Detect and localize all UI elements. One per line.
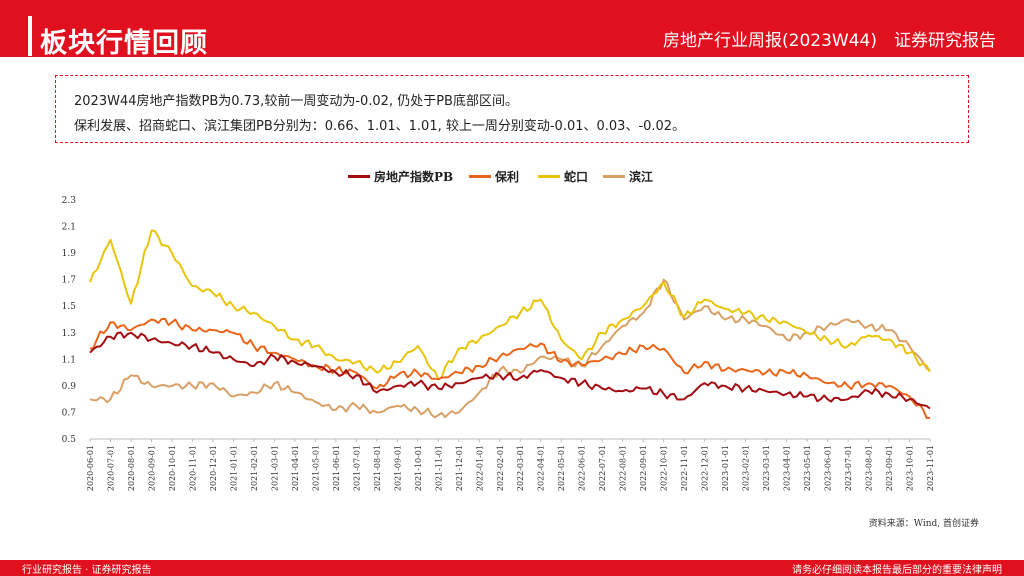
x-tick-label: 2023-06-01	[824, 445, 833, 491]
x-tick-label: 2022-07-01	[598, 445, 607, 491]
legend-item-poly: 保利	[469, 166, 519, 186]
y-tick-label: 1.1	[62, 355, 76, 365]
report-title: 房地产行业周报(2023W44) 证券研究报告	[663, 31, 996, 51]
legend-item-binjiang: 滨江	[603, 166, 653, 186]
x-tick-label: 2022-12-01	[701, 445, 710, 491]
x-tick-label: 2021-09-01	[393, 445, 402, 491]
series-line-index	[89, 331, 931, 410]
footer-left-text: 行业研究报告 · 证券研究报告	[22, 565, 152, 576]
summary-line-2: 保利发展、招商蛇口、滨江集团PB分别为：0.66、1.01、1.01, 较上一周…	[74, 119, 686, 134]
footer-bar: 行业研究报告 · 证券研究报告 请务必仔细阅读本报告最后部分的重要法律声明	[0, 560, 1024, 576]
x-tick-label: 2022-05-01	[557, 445, 566, 491]
source-note: 资料来源：Wind, 首创证券	[868, 519, 979, 529]
x-tick-label: 2023-01-01	[721, 445, 730, 491]
x-tick-label: 2020-12-01	[209, 445, 218, 491]
y-tick-label: 0.7	[62, 408, 77, 418]
x-tick-label: 2023-10-01	[906, 445, 915, 491]
legend-swatch-shekou	[538, 174, 560, 178]
x-tick-label: 2023-11-01	[926, 445, 935, 491]
x-tick-label: 2022-03-01	[516, 445, 525, 491]
x-tick-label: 2021-08-01	[373, 445, 382, 491]
legend-label-poly: 保利	[495, 169, 520, 184]
x-tick-label: 2020-07-01	[106, 445, 115, 491]
x-tick-label: 2021-02-01	[250, 445, 259, 491]
x-tick-label: 2023-07-01	[844, 445, 853, 491]
x-tick-label: 2020-09-01	[147, 445, 156, 491]
x-tick-label: 2023-03-01	[762, 445, 771, 491]
y-tick-label: 1.5	[62, 302, 77, 312]
x-tick-label: 2022-11-01	[680, 445, 689, 491]
x-tick-label: 2023-02-01	[742, 445, 751, 491]
x-tick-label: 2021-04-01	[291, 445, 300, 491]
x-tick-label: 2023-04-01	[783, 445, 792, 491]
x-tick-label: 2022-08-01	[619, 445, 628, 491]
y-tick-label: 0.9	[62, 382, 77, 392]
section-title: 板块行情回顾	[40, 28, 208, 59]
x-tick-label: 2022-10-01	[660, 445, 669, 491]
x-tick-label: 2023-09-01	[885, 445, 894, 491]
legend-label-binjiang: 滨江	[629, 169, 654, 184]
legend-swatch-index	[348, 174, 370, 178]
series-line-shekou	[89, 229, 931, 381]
legend-label-shekou: 蛇口	[564, 169, 589, 184]
x-tick-label: 2021-10-01	[414, 445, 423, 491]
y-tick-label: 2.1	[62, 223, 76, 233]
x-tick-label: 2021-12-01	[455, 445, 464, 491]
x-tick-label: 2020-10-01	[168, 445, 177, 491]
y-tick-label: 1.7	[62, 276, 77, 286]
x-tick-label: 2020-08-01	[127, 445, 136, 491]
series-line-binjiang	[89, 278, 931, 419]
x-tick-label: 2021-07-01	[352, 445, 361, 491]
x-tick-label: 2023-05-01	[803, 445, 812, 491]
x-tick-label: 2022-06-01	[578, 445, 587, 491]
title-box	[32, 16, 508, 56]
chart-legend: 房地产指数PB 保利 蛇口 滨江	[0, 166, 1024, 186]
x-tick-label: 2021-01-01	[229, 445, 238, 491]
x-tick-label: 2021-05-01	[311, 445, 320, 491]
x-tick-label: 2020-06-01	[86, 445, 95, 491]
y-tick-label: 1.9	[62, 249, 77, 259]
legend-label-index: 房地产指数PB	[374, 169, 454, 184]
summary-box: 2023W44房地产指数PB为0.73,较前一周变动为-0.02, 仍处于PB底…	[55, 75, 969, 143]
x-tick-label: 2022-04-01	[537, 445, 546, 491]
y-tick-label: 2.3	[62, 196, 77, 206]
legend-item-index: 房地产指数PB	[348, 166, 453, 186]
summary-line-1: 2023W44房地产指数PB为0.73,较前一周变动为-0.02, 仍处于PB底…	[74, 94, 518, 109]
x-tick-label: 2021-11-01	[434, 445, 443, 491]
x-tick-label: 2022-01-01	[475, 445, 484, 491]
y-tick-label: 0.5	[62, 435, 77, 445]
pb-line-chart: 0.5 0.7 0.9 1.1 1.3 1.5 1.7 1.9 2.1 2.3 2020-06-01…	[62, 196, 935, 491]
series-line-poly	[89, 317, 931, 419]
x-tick-label: 2022-09-01	[639, 445, 648, 491]
footer-right-text: 请务必仔细阅读本报告最后部分的重要法律声明	[792, 565, 1002, 576]
x-tick-label: 2022-02-01	[496, 445, 505, 491]
y-tick-label: 1.3	[62, 329, 77, 339]
legend-item-shekou: 蛇口	[538, 166, 588, 186]
legend-swatch-poly	[469, 174, 491, 178]
x-tick-label: 2021-03-01	[270, 445, 279, 491]
legend-swatch-binjiang	[603, 174, 625, 178]
x-tick-label: 2020-11-01	[188, 445, 197, 491]
x-tick-label: 2021-06-01	[332, 445, 341, 491]
x-tick-label: 2023-08-01	[865, 445, 874, 491]
